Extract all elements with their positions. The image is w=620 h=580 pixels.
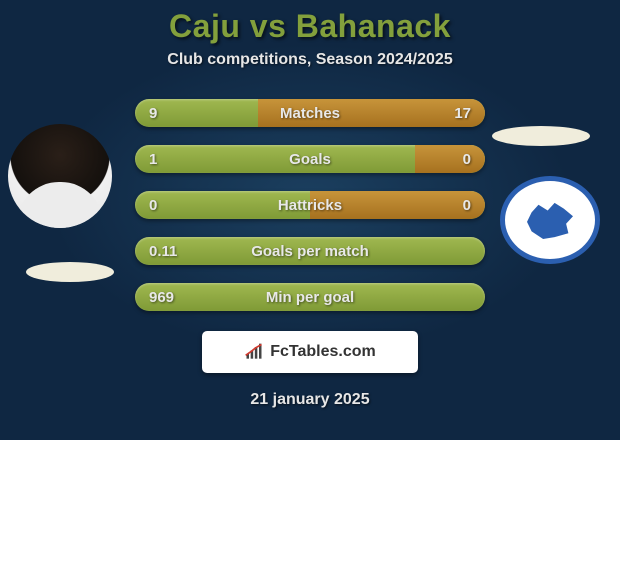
stat-label: Matches bbox=[135, 105, 485, 122]
stat-right-value: 0 bbox=[463, 151, 471, 168]
flag-left-icon bbox=[26, 262, 114, 282]
stat-label: Goals per match bbox=[135, 243, 485, 260]
stats-panel: 9Matches171Goals00Hattricks00.11Goals pe… bbox=[135, 99, 485, 311]
watermark[interactable]: FcTables.com bbox=[202, 331, 418, 373]
stat-row: 969Min per goal bbox=[135, 283, 485, 311]
stat-right-value: 0 bbox=[463, 197, 471, 214]
subtitle: Club competitions, Season 2024/2025 bbox=[0, 51, 620, 69]
page-lower-background bbox=[0, 440, 620, 580]
stat-right-value: 17 bbox=[454, 105, 471, 122]
stat-label: Min per goal bbox=[135, 289, 485, 306]
infographic-card: Caju vs Bahanack Club competitions, Seas… bbox=[0, 0, 620, 440]
club-badge-right bbox=[500, 176, 600, 264]
player-avatar-left bbox=[8, 124, 112, 228]
stat-row: 9Matches17 bbox=[135, 99, 485, 127]
stat-label: Goals bbox=[135, 151, 485, 168]
stat-row: 1Goals0 bbox=[135, 145, 485, 173]
stat-label: Hattricks bbox=[135, 197, 485, 214]
page-title: Caju vs Bahanack bbox=[0, 8, 620, 45]
flag-right-icon bbox=[492, 126, 590, 146]
greece-map-icon bbox=[527, 201, 573, 239]
watermark-text: FcTables.com bbox=[270, 343, 376, 361]
stat-row: 0Hattricks0 bbox=[135, 191, 485, 219]
stat-row: 0.11Goals per match bbox=[135, 237, 485, 265]
chart-icon bbox=[244, 343, 264, 361]
date-label: 21 january 2025 bbox=[0, 391, 620, 409]
